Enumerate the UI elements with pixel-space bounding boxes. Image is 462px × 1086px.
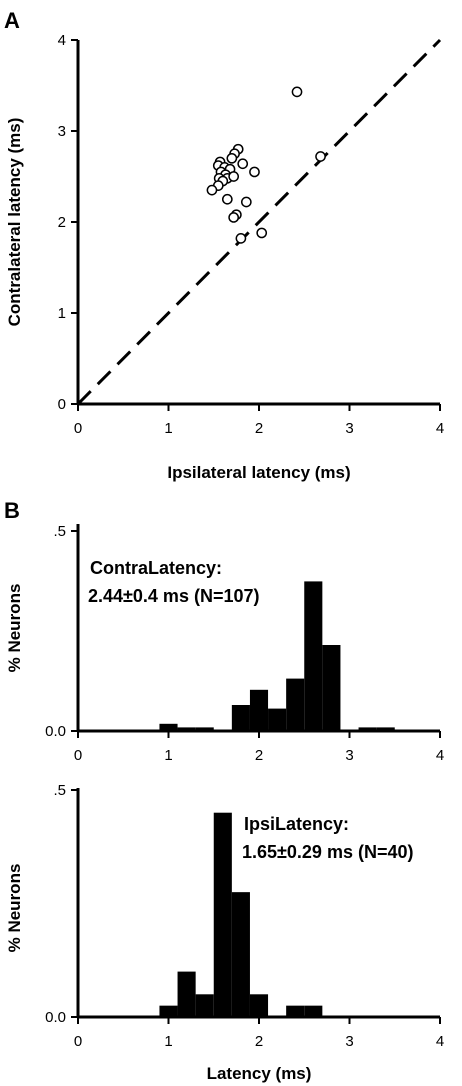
ipsi-x-tick-label: 0 — [74, 1033, 82, 1050]
scatter-y-ticks: 0 1 2 3 4 — [58, 32, 78, 413]
contra-bar — [231, 705, 250, 731]
ipsi-bar — [195, 994, 214, 1017]
contra-x-tick-label: 2 — [255, 747, 263, 764]
scatter-point — [228, 171, 240, 182]
ipsi-x-tick-label: 1 — [164, 1033, 172, 1050]
scatter-x-ticks: 0 1 2 3 4 — [74, 404, 444, 437]
contra-bar — [159, 723, 178, 731]
contra-bar — [286, 678, 305, 731]
contra-bar — [177, 727, 196, 731]
ipsi-annotation-stats: 1.65±0.29 ms (N=40) — [242, 842, 413, 862]
contra-histogram-bars — [159, 581, 395, 731]
scatter-point — [226, 152, 238, 164]
contra-bar — [376, 727, 395, 731]
contra-latency-histogram: 0 1 2 3 4 .5 0.0 ContraLatency: 2.44±0.4 ms (… — [5, 523, 444, 764]
contra-y-ticks: .5 0.0 — [45, 523, 78, 740]
contra-x-tick-label: 1 — [164, 747, 172, 764]
contra-x-ticks: 0 1 2 3 4 — [74, 731, 444, 764]
scatter-y-tick-label: 0 — [58, 396, 66, 413]
contra-y-tick-label: 0.0 — [45, 723, 66, 740]
contra-y-tick-label: .5 — [53, 523, 66, 540]
ipsi-bar — [286, 1005, 305, 1017]
contra-bar — [268, 708, 287, 731]
scatter-x-axis-label: Ipsilateral latency (ms) — [167, 463, 350, 482]
scatter-point — [228, 212, 240, 223]
scatter-point — [256, 227, 268, 239]
ipsi-x-axis-label: Latency (ms) — [207, 1064, 312, 1083]
contra-bar — [358, 727, 377, 731]
scatter-point — [206, 184, 218, 196]
scatter-point — [237, 158, 249, 170]
scatter-x-tick-label: 4 — [436, 420, 444, 437]
scatter-points — [206, 86, 326, 244]
unity-line — [76, 38, 442, 406]
ipsi-bar — [304, 1005, 323, 1017]
scatter-point — [249, 166, 260, 178]
ipsi-bar — [177, 971, 196, 1017]
ipsi-bar — [213, 812, 232, 1017]
contra-bar — [249, 689, 269, 731]
contra-bar — [195, 727, 214, 731]
scatter-plot: 0 1 2 3 4 0 1 2 3 4 Ipsilateral latency (ms) Con… — [5, 32, 444, 482]
ipsi-y-tick-label: 0.0 — [45, 1009, 66, 1026]
ipsi-bar — [159, 1005, 178, 1017]
contra-annotation-stats: 2.44±0.4 ms (N=107) — [88, 586, 259, 606]
scatter-x-tick-label: 1 — [164, 420, 172, 437]
scatter-point — [240, 196, 252, 208]
ipsi-x-tick-label: 4 — [436, 1033, 444, 1050]
ipsi-annotation-title: IpsiLatency: — [244, 814, 349, 834]
contra-x-tick-label: 0 — [74, 747, 82, 764]
contra-x-tick-label: 4 — [436, 747, 444, 764]
ipsi-y-tick-label: .5 — [53, 782, 66, 799]
contra-bar — [322, 645, 341, 731]
scatter-y-tick-label: 2 — [58, 214, 66, 231]
scatter-y-tick-label: 3 — [58, 123, 66, 140]
scatter-y-tick-label: 4 — [58, 32, 66, 49]
scatter-y-axis-label: Contralateral latency (ms) — [5, 118, 24, 327]
scatter-y-tick-label: 1 — [58, 305, 66, 322]
ipsi-histogram-bars — [159, 812, 323, 1017]
ipsi-y-ticks: .5 0.0 — [45, 782, 78, 1026]
panel-label-a: A — [4, 8, 20, 33]
panel-label-b: B — [4, 498, 20, 523]
scatter-point — [291, 86, 303, 98]
ipsi-x-ticks: 0 1 2 3 4 — [74, 1017, 444, 1050]
contra-bar — [304, 581, 323, 731]
ipsi-x-tick-label: 2 — [255, 1033, 263, 1050]
contra-annotation-title: ContraLatency: — [90, 558, 222, 578]
ipsi-bar — [249, 994, 269, 1017]
scatter-point — [221, 193, 233, 205]
scatter-x-tick-label: 3 — [345, 420, 353, 437]
contra-y-axis-label: % Neurons — [5, 584, 24, 673]
scatter-point — [235, 233, 247, 244]
ipsi-y-axis-label: % Neurons — [5, 864, 24, 953]
ipsi-bar — [231, 892, 250, 1017]
ipsi-latency-histogram: 0 1 2 3 4 .5 0.0 IpsiLatency: 1.65±0.29 ms (N… — [5, 782, 444, 1083]
scatter-point — [315, 151, 326, 162]
ipsi-x-tick-label: 3 — [345, 1033, 353, 1050]
scatter-x-tick-label: 0 — [74, 420, 82, 437]
scatter-x-tick-label: 2 — [255, 420, 263, 437]
contra-x-tick-label: 3 — [345, 747, 353, 764]
